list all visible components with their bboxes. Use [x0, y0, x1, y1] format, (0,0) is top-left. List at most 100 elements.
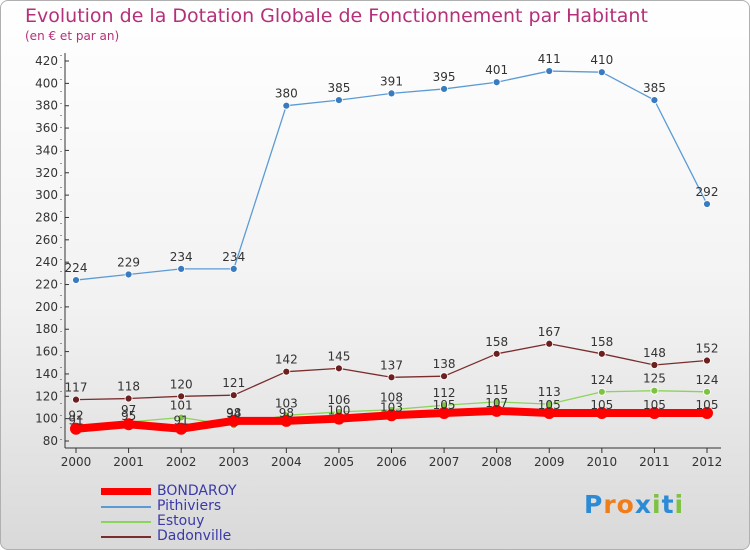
data-label-dadonville: 148 — [643, 346, 666, 360]
chart-subtitle: (en € et par an) — [25, 29, 120, 43]
data-label-bondaroy: 105 — [643, 398, 666, 412]
data-point-estouy — [597, 387, 606, 396]
data-label-dadonville: 142 — [275, 353, 298, 367]
data-label-estouy: 113 — [538, 385, 561, 399]
legend-swatch-dadonville — [101, 536, 151, 538]
data-label-bondaroy: 98 — [279, 406, 294, 420]
data-point-bondaroy — [438, 407, 451, 420]
y-tick-label: 280 — [35, 210, 58, 224]
data-point-dadonville — [124, 394, 133, 403]
data-point-dadonville — [703, 356, 711, 365]
y-tick-label: 400 — [35, 76, 58, 90]
data-point-bondaroy — [490, 404, 503, 417]
legend-label-pithiviers: Pithiviers — [157, 498, 222, 514]
data-label-bondaroy: 95 — [121, 409, 136, 423]
data-label-dadonville: 118 — [117, 380, 140, 394]
y-tick-label: 300 — [35, 188, 58, 202]
data-point-estouy — [703, 387, 711, 396]
data-point-pithiviers — [597, 68, 606, 77]
legend-label-bondaroy: BONDAROY — [157, 483, 237, 499]
x-tick-label: 2009 — [534, 455, 565, 469]
data-label-estouy: 94 — [226, 406, 241, 420]
data-label-pithiviers: 401 — [485, 63, 508, 77]
data-label-estouy: 103 — [275, 396, 298, 410]
data-point-dadonville — [335, 364, 343, 373]
data-point-bondaroy — [227, 414, 240, 427]
data-label-dadonville: 138 — [433, 357, 456, 371]
data-label-bondaroy: 105 — [433, 398, 456, 412]
data-label-estouy: 124 — [696, 373, 719, 387]
data-label-dadonville: 121 — [222, 376, 245, 390]
data-point-dadonville — [229, 391, 238, 400]
data-label-dadonville: 117 — [65, 381, 88, 395]
data-point-dadonville — [545, 339, 554, 348]
y-tick-label: 220 — [35, 278, 58, 292]
y-tick-label: 140 — [35, 367, 58, 381]
data-label-dadonville: 158 — [485, 335, 508, 349]
data-label-pithiviers: 395 — [433, 70, 456, 84]
x-tick-label: 2005 — [324, 455, 355, 469]
x-tick-label: 2008 — [481, 455, 512, 469]
data-label-estouy: 101 — [170, 399, 193, 413]
legend-swatch-pithiviers — [101, 506, 151, 508]
data-label-pithiviers: 224 — [65, 261, 88, 275]
data-label-estouy: 112 — [433, 386, 456, 400]
data-point-pithiviers — [545, 67, 554, 75]
series-line-pithiviers — [75, 70, 708, 281]
data-point-dadonville — [282, 367, 291, 376]
data-label-dadonville: 145 — [327, 349, 350, 363]
legend-item-bondaroy: BONDAROY — [101, 483, 361, 499]
data-label-bondaroy: 105 — [538, 398, 561, 412]
data-point-pithiviers — [72, 276, 80, 284]
y-tick-label: 160 — [35, 345, 58, 359]
x-tick-label: 2000 — [61, 455, 92, 469]
logo-letter: x — [634, 490, 652, 519]
data-point-dadonville — [387, 373, 396, 382]
y-tick-label: 120 — [35, 389, 58, 403]
data-label-bondaroy: 103 — [380, 400, 403, 414]
legend: BONDAROY Pithiviers Estouy Dadonville — [101, 483, 361, 544]
y-tick-label: 420 — [35, 54, 58, 68]
data-point-bondaroy — [385, 409, 398, 422]
data-point-pithiviers — [440, 85, 448, 93]
legend-item-estouy: Estouy — [101, 513, 361, 529]
data-point-dadonville — [177, 392, 186, 401]
data-label-estouy: 92 — [68, 409, 83, 423]
data-label-estouy: 115 — [485, 383, 508, 397]
data-point-pithiviers — [335, 96, 343, 105]
data-label-bondaroy: 91 — [174, 414, 189, 428]
data-point-dadonville — [440, 372, 448, 381]
y-tick-label: 200 — [35, 300, 58, 314]
data-label-estouy: 124 — [590, 373, 613, 387]
data-point-bondaroy — [70, 422, 82, 435]
legend-label-dadonville: Dadonville — [157, 528, 232, 544]
data-label-estouy: 125 — [643, 372, 666, 386]
data-label-bondaroy: 105 — [590, 398, 613, 412]
logo-letter: t — [661, 490, 675, 519]
logo-letter: P — [584, 490, 604, 519]
data-point-pithiviers — [229, 264, 238, 273]
data-point-bondaroy — [122, 418, 135, 431]
x-tick-label: 2012 — [692, 455, 723, 469]
data-label-bondaroy: 100 — [327, 404, 350, 418]
data-label-dadonville: 120 — [170, 377, 193, 391]
logo-letter: i — [674, 490, 685, 519]
logo-letter: o — [616, 490, 635, 519]
y-tick-label: 360 — [35, 121, 58, 135]
data-label-pithiviers: 410 — [590, 53, 613, 67]
data-point-pithiviers — [124, 270, 133, 279]
data-label-pithiviers: 234 — [170, 250, 193, 264]
data-label-pithiviers: 292 — [696, 185, 719, 199]
data-point-dadonville — [597, 349, 606, 358]
x-tick-label: 2003 — [218, 455, 249, 469]
data-label-dadonville: 152 — [696, 342, 719, 356]
data-label-bondaroy: 98 — [226, 406, 241, 420]
data-point-bondaroy — [332, 412, 345, 425]
data-point-pithiviers — [650, 96, 659, 105]
data-label-estouy: 106 — [327, 393, 350, 407]
data-label-bondaroy: 105 — [696, 398, 719, 412]
x-tick-label: 2004 — [271, 455, 302, 469]
y-tick-label: 340 — [35, 143, 58, 157]
